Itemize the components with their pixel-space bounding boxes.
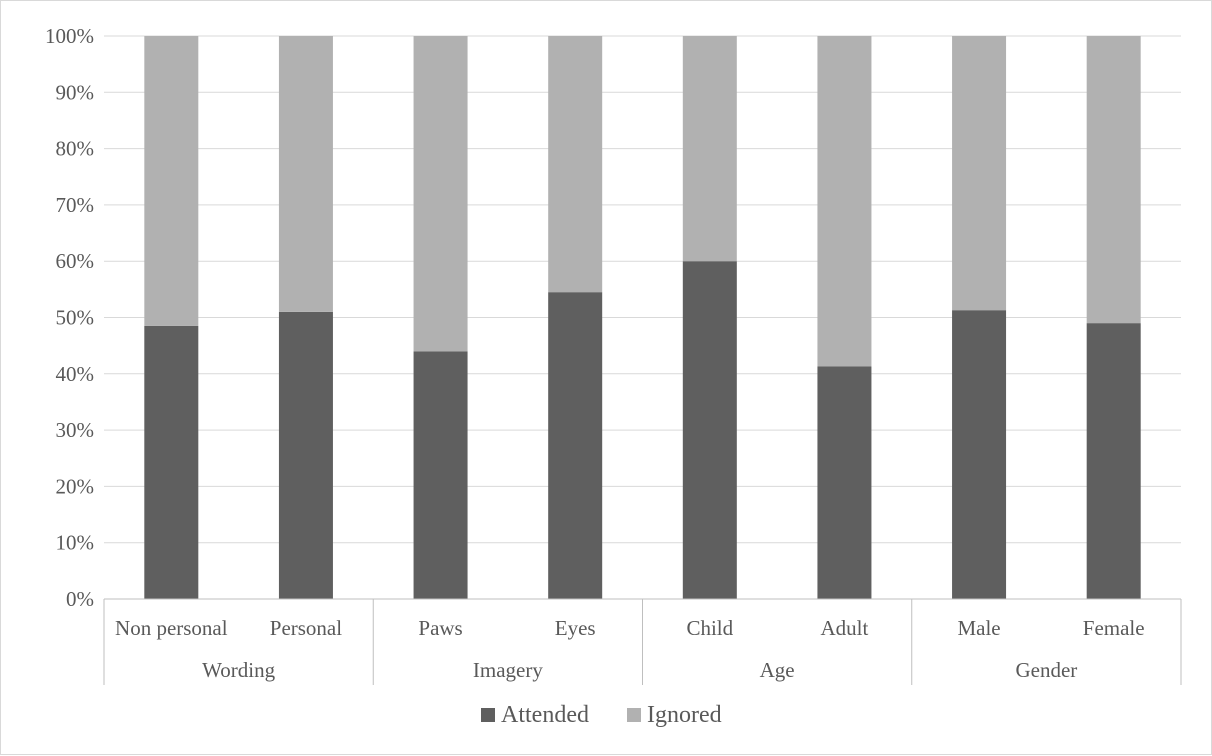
x-category-label: Female	[1083, 616, 1145, 640]
y-tick-label: 50%	[56, 306, 95, 330]
x-category-label: Personal	[270, 616, 342, 640]
bar-attended-male	[952, 310, 1007, 599]
x-category-label: Child	[686, 616, 733, 640]
legend-label-attended: Attended	[501, 702, 589, 728]
bar-attended-child	[682, 261, 737, 599]
axes	[103, 598, 1182, 685]
y-tick-label: 0%	[66, 587, 94, 611]
y-tick-label: 70%	[56, 193, 95, 217]
bar-attended-personal	[278, 311, 333, 599]
legend-label-ignored: Ignored	[647, 702, 722, 728]
bar-ignored-non-personal	[144, 36, 199, 326]
y-tick-label: 100%	[45, 24, 94, 48]
bar-ignored-personal	[278, 36, 333, 312]
bar-ignored-eyes	[548, 36, 603, 293]
bar-ignored-female	[1086, 36, 1141, 324]
x-group-label: Age	[760, 658, 795, 682]
y-tick-label: 10%	[56, 531, 95, 555]
x-category-label: Adult	[821, 616, 869, 640]
x-category-label: Male	[957, 616, 1000, 640]
y-tick-label: 20%	[56, 474, 95, 498]
x-axis-group-labels: Wording Imagery Age Gender	[202, 658, 1077, 682]
y-tick-label: 90%	[56, 80, 95, 104]
x-group-label: Gender	[1015, 658, 1077, 682]
x-category-label: Paws	[418, 616, 462, 640]
legend-swatch-attended	[481, 708, 495, 722]
y-tick-label: 60%	[56, 249, 95, 273]
bar-ignored-adult	[817, 36, 872, 367]
y-tick-label: 30%	[56, 418, 95, 442]
bars	[144, 36, 1141, 599]
x-category-label: Eyes	[555, 616, 596, 640]
bar-attended-paws	[413, 351, 468, 599]
x-group-label: Imagery	[473, 658, 543, 682]
y-axis-tick-labels: 0% 10% 20% 30% 40% 50% 60% 70% 80% 90% 100%	[45, 24, 94, 611]
gridlines	[104, 35, 1181, 544]
bar-ignored-male	[952, 36, 1007, 311]
bar-ignored-child	[682, 36, 737, 262]
legend: Attended Ignored	[481, 702, 722, 728]
bar-attended-adult	[817, 366, 872, 599]
y-tick-label: 40%	[56, 362, 95, 386]
bar-attended-female	[1086, 323, 1141, 599]
bar-ignored-paws	[413, 36, 468, 352]
bar-attended-eyes	[548, 292, 603, 599]
x-category-label: Non personal	[115, 616, 228, 640]
x-group-label: Wording	[202, 658, 275, 682]
x-axis-category-labels: Non personal Personal Paws Eyes Child Adult Ma…	[115, 616, 1145, 640]
legend-swatch-ignored	[627, 708, 641, 722]
bar-attended-non-personal	[144, 325, 199, 599]
y-tick-label: 80%	[56, 137, 95, 161]
